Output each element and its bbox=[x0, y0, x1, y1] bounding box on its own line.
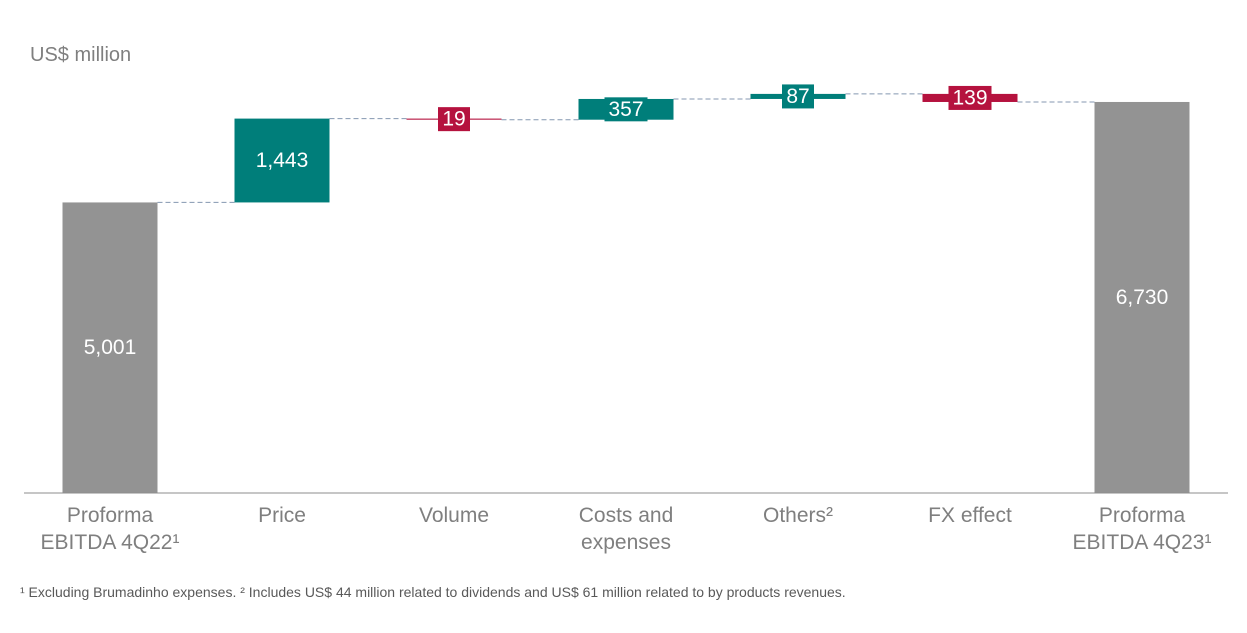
bar-increase bbox=[234, 118, 330, 203]
value-label: 139 bbox=[952, 86, 987, 109]
value-label-bg bbox=[782, 84, 814, 109]
category-label: Others² bbox=[763, 504, 833, 527]
bar-total bbox=[62, 202, 158, 494]
value-label-bg bbox=[604, 97, 648, 122]
footnote: ¹ Excluding Brumadinho expenses. ² Inclu… bbox=[20, 584, 846, 600]
category-label: FX effect bbox=[928, 504, 1012, 527]
value-label-bg bbox=[438, 107, 470, 132]
waterfall-chart: 5,001 1,443 19 357 87 139 6,730 Proforma EBITDA … bbox=[24, 84, 1228, 554]
category-label: Price bbox=[258, 504, 306, 527]
unit-label: US$ million bbox=[30, 44, 132, 66]
value-label-bg bbox=[948, 85, 992, 110]
value-label: 5,001 bbox=[84, 336, 137, 359]
value-label: 19 bbox=[442, 108, 465, 131]
category-label: Volume bbox=[419, 504, 489, 527]
category-label: Costs and expenses bbox=[579, 504, 674, 554]
value-label: 87 bbox=[786, 85, 809, 108]
value-label: 6,730 bbox=[1116, 286, 1169, 309]
category-label: Proforma EBITDA 4Q22¹ bbox=[41, 504, 180, 554]
value-label: 357 bbox=[608, 98, 643, 121]
value-label: 1,443 bbox=[256, 149, 309, 172]
bar-total bbox=[1094, 101, 1190, 493]
category-label: Proforma EBITDA 4Q23¹ bbox=[1073, 504, 1212, 554]
